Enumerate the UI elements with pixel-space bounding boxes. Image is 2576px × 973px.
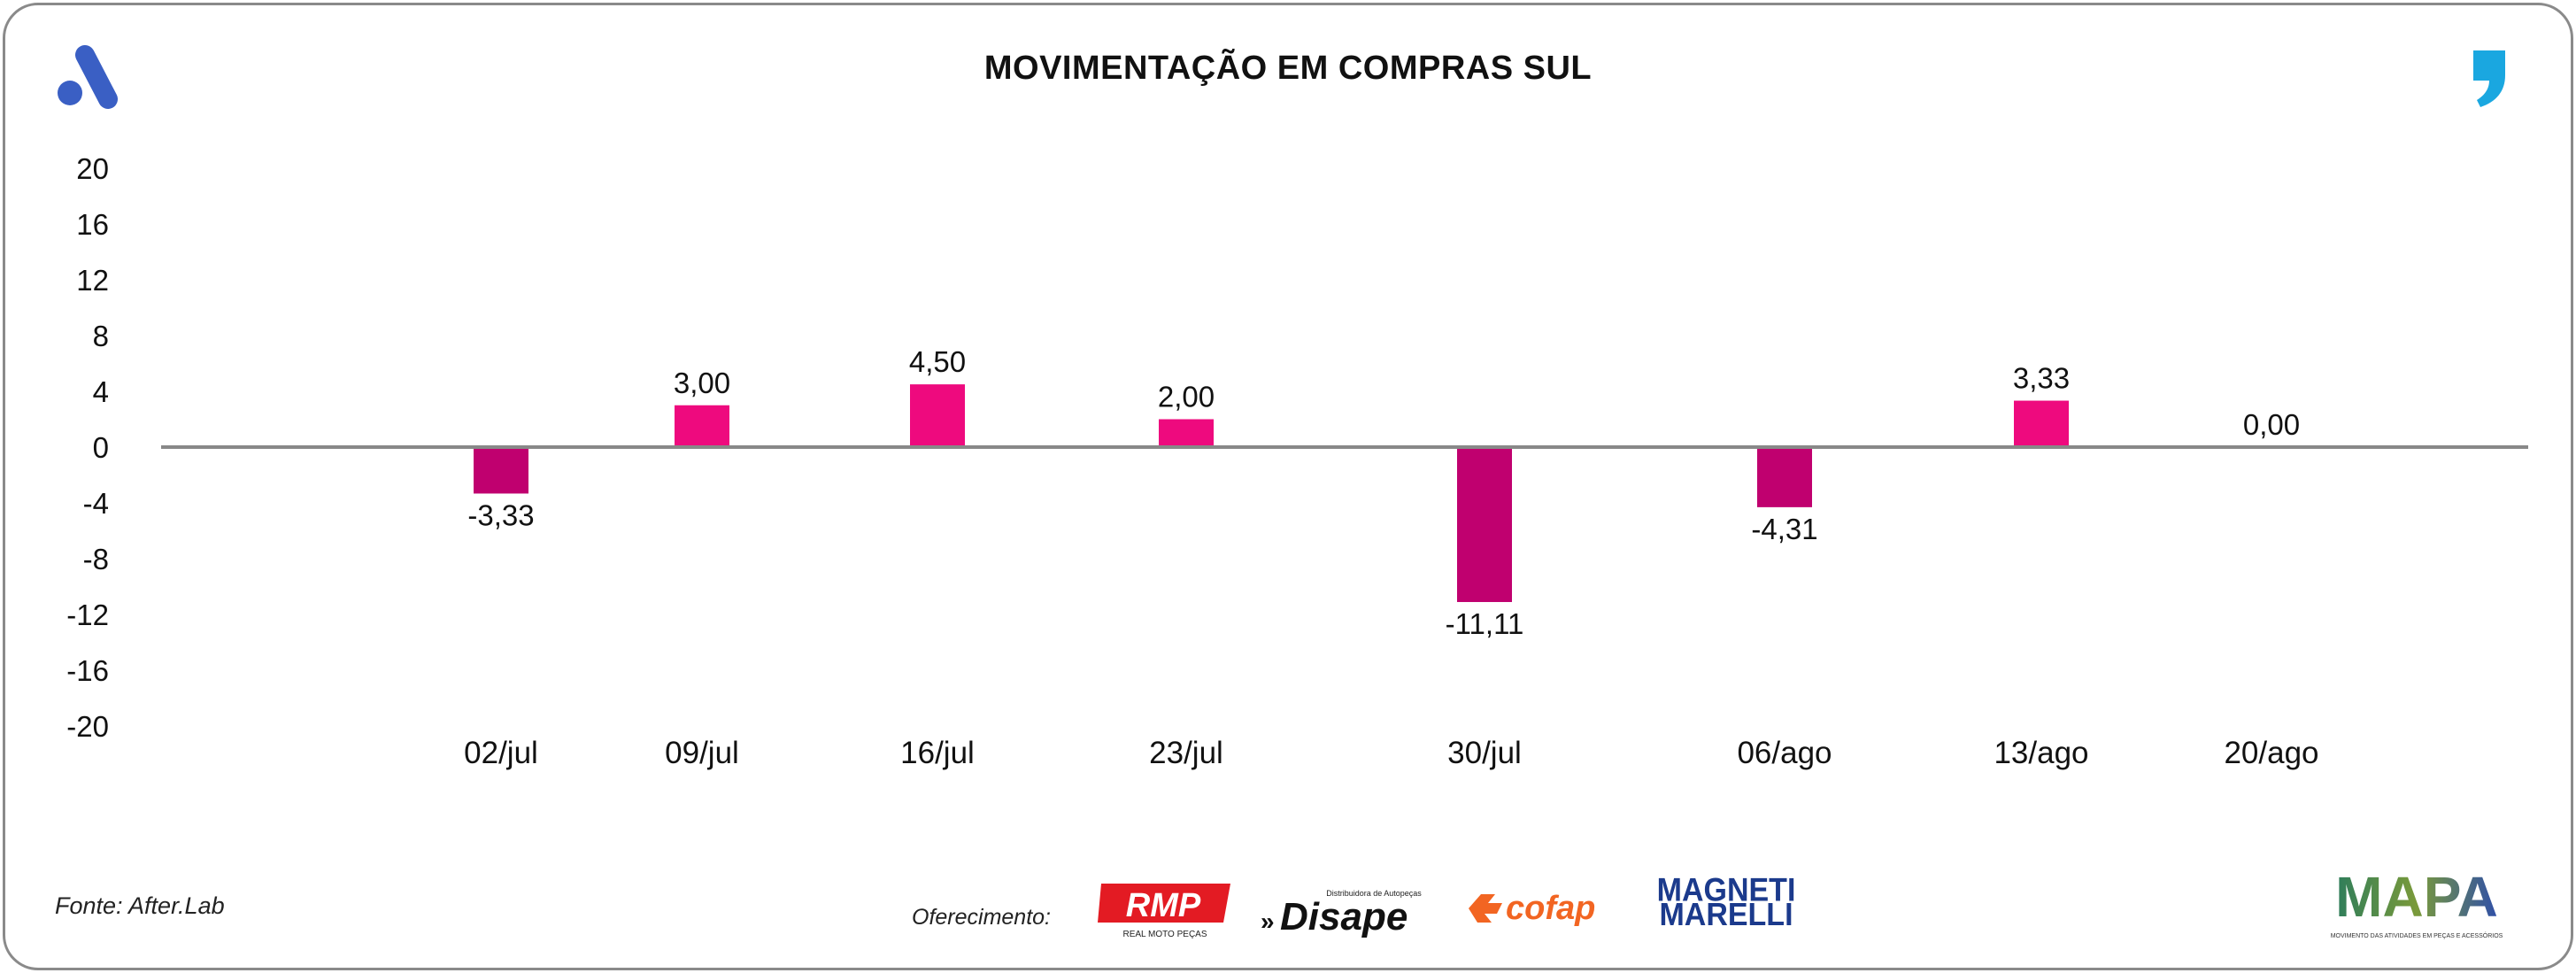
data-label-02/jul: -3,33 [467,498,534,531]
bar-series [474,384,2069,602]
data-label-13/ago: 3,33 [2013,362,2070,395]
cofap-logo-text: cofap [1506,890,1595,927]
bar-13/ago [2014,400,2069,447]
y-tick-label: -20 [66,710,109,743]
y-tick-label: -16 [66,654,109,687]
y-tick-label: -12 [66,598,109,631]
chart-frame [3,3,2573,970]
magneti-line1: MAGNETI [1657,871,1795,908]
disape-logo: Distribuidora de Autopeças » Disape [1259,885,1445,943]
x-tick-label: 30/jul [1447,736,1522,770]
bar-23/jul [1159,419,1214,447]
x-tick-label: 16/jul [900,736,975,770]
bar-16/jul [910,384,965,447]
data-label-20/ago: 0,00 [2243,408,2300,441]
y-tick-label: 4 [93,375,109,408]
mapa-logo-text: MAPA [2335,870,2498,929]
bar-06/ago [1757,447,1812,507]
rmp-logo: RMP REAL MOTO PEÇAS [1098,878,1239,945]
brand-comma-logo [2470,49,2514,115]
brand-a-logo [55,42,126,118]
bar-30/jul [1457,447,1512,602]
data-labels: -3,33 3,00 4,50 2,00 -11,11 -4,31 3,33 0,00 [467,345,2300,640]
x-tick-label: 09/jul [665,736,739,770]
sponsor-label: Oferecimento: [912,905,1052,930]
magneti-marelli-logo: MAGNETI MARELLI [1657,868,1799,934]
rmp-logo-text: RMP [1126,887,1201,924]
y-axis-ticks: 20 16 12 8 4 0 -4 -8 -12 -16 -20 [66,152,109,743]
mapa-tagline: MOVIMENTO DAS ATIVIDADES EM PEÇAS E ACES… [2331,931,2503,939]
bar-02/jul [474,447,528,494]
x-tick-label: 02/jul [464,736,538,770]
x-axis-ticks: 02/jul 09/jul 16/jul 23/jul 30/jul 06/ago 13/a… [464,736,2318,770]
source-note: Fonte: After.Lab [55,892,225,919]
y-tick-label: 8 [93,320,109,352]
x-tick-label: 06/ago [1737,736,1832,770]
rmp-tagline: REAL MOTO PEÇAS [1122,930,1207,939]
y-tick-label: 12 [76,264,109,297]
x-tick-label: 23/jul [1149,736,1223,770]
y-tick-label: 0 [93,431,109,464]
x-tick-label: 20/ago [2224,736,2318,770]
data-label-23/jul: 2,00 [1158,381,1215,413]
y-tick-label: 20 [76,152,109,185]
disape-logo-text: Disape [1280,895,1408,938]
disape-tagline: Distribuidora de Autopeças [1326,889,1422,898]
chart-title: MOVIMENTAÇÃO EM COMPRAS SUL [983,50,1593,87]
data-label-16/jul: 4,50 [909,345,966,378]
disape-chevrons: » [1261,907,1275,935]
y-tick-label: 16 [76,208,109,241]
data-label-06/ago: -4,31 [1751,513,1817,545]
y-tick-label: -4 [83,487,109,520]
x-tick-label: 13/ago [1994,736,2088,770]
data-label-09/jul: 3,00 [674,367,730,399]
cofap-logo: cofap [1465,884,1642,938]
mapa-logo: MAPA MOVIMENTO DAS ATIVIDADES EM PEÇAS E… [2318,865,2521,946]
magneti-line2: MARELLI [1659,897,1793,930]
data-label-30/jul: -11,11 [1446,607,1524,640]
bar-09/jul [675,405,729,447]
y-tick-label: -8 [83,543,109,575]
